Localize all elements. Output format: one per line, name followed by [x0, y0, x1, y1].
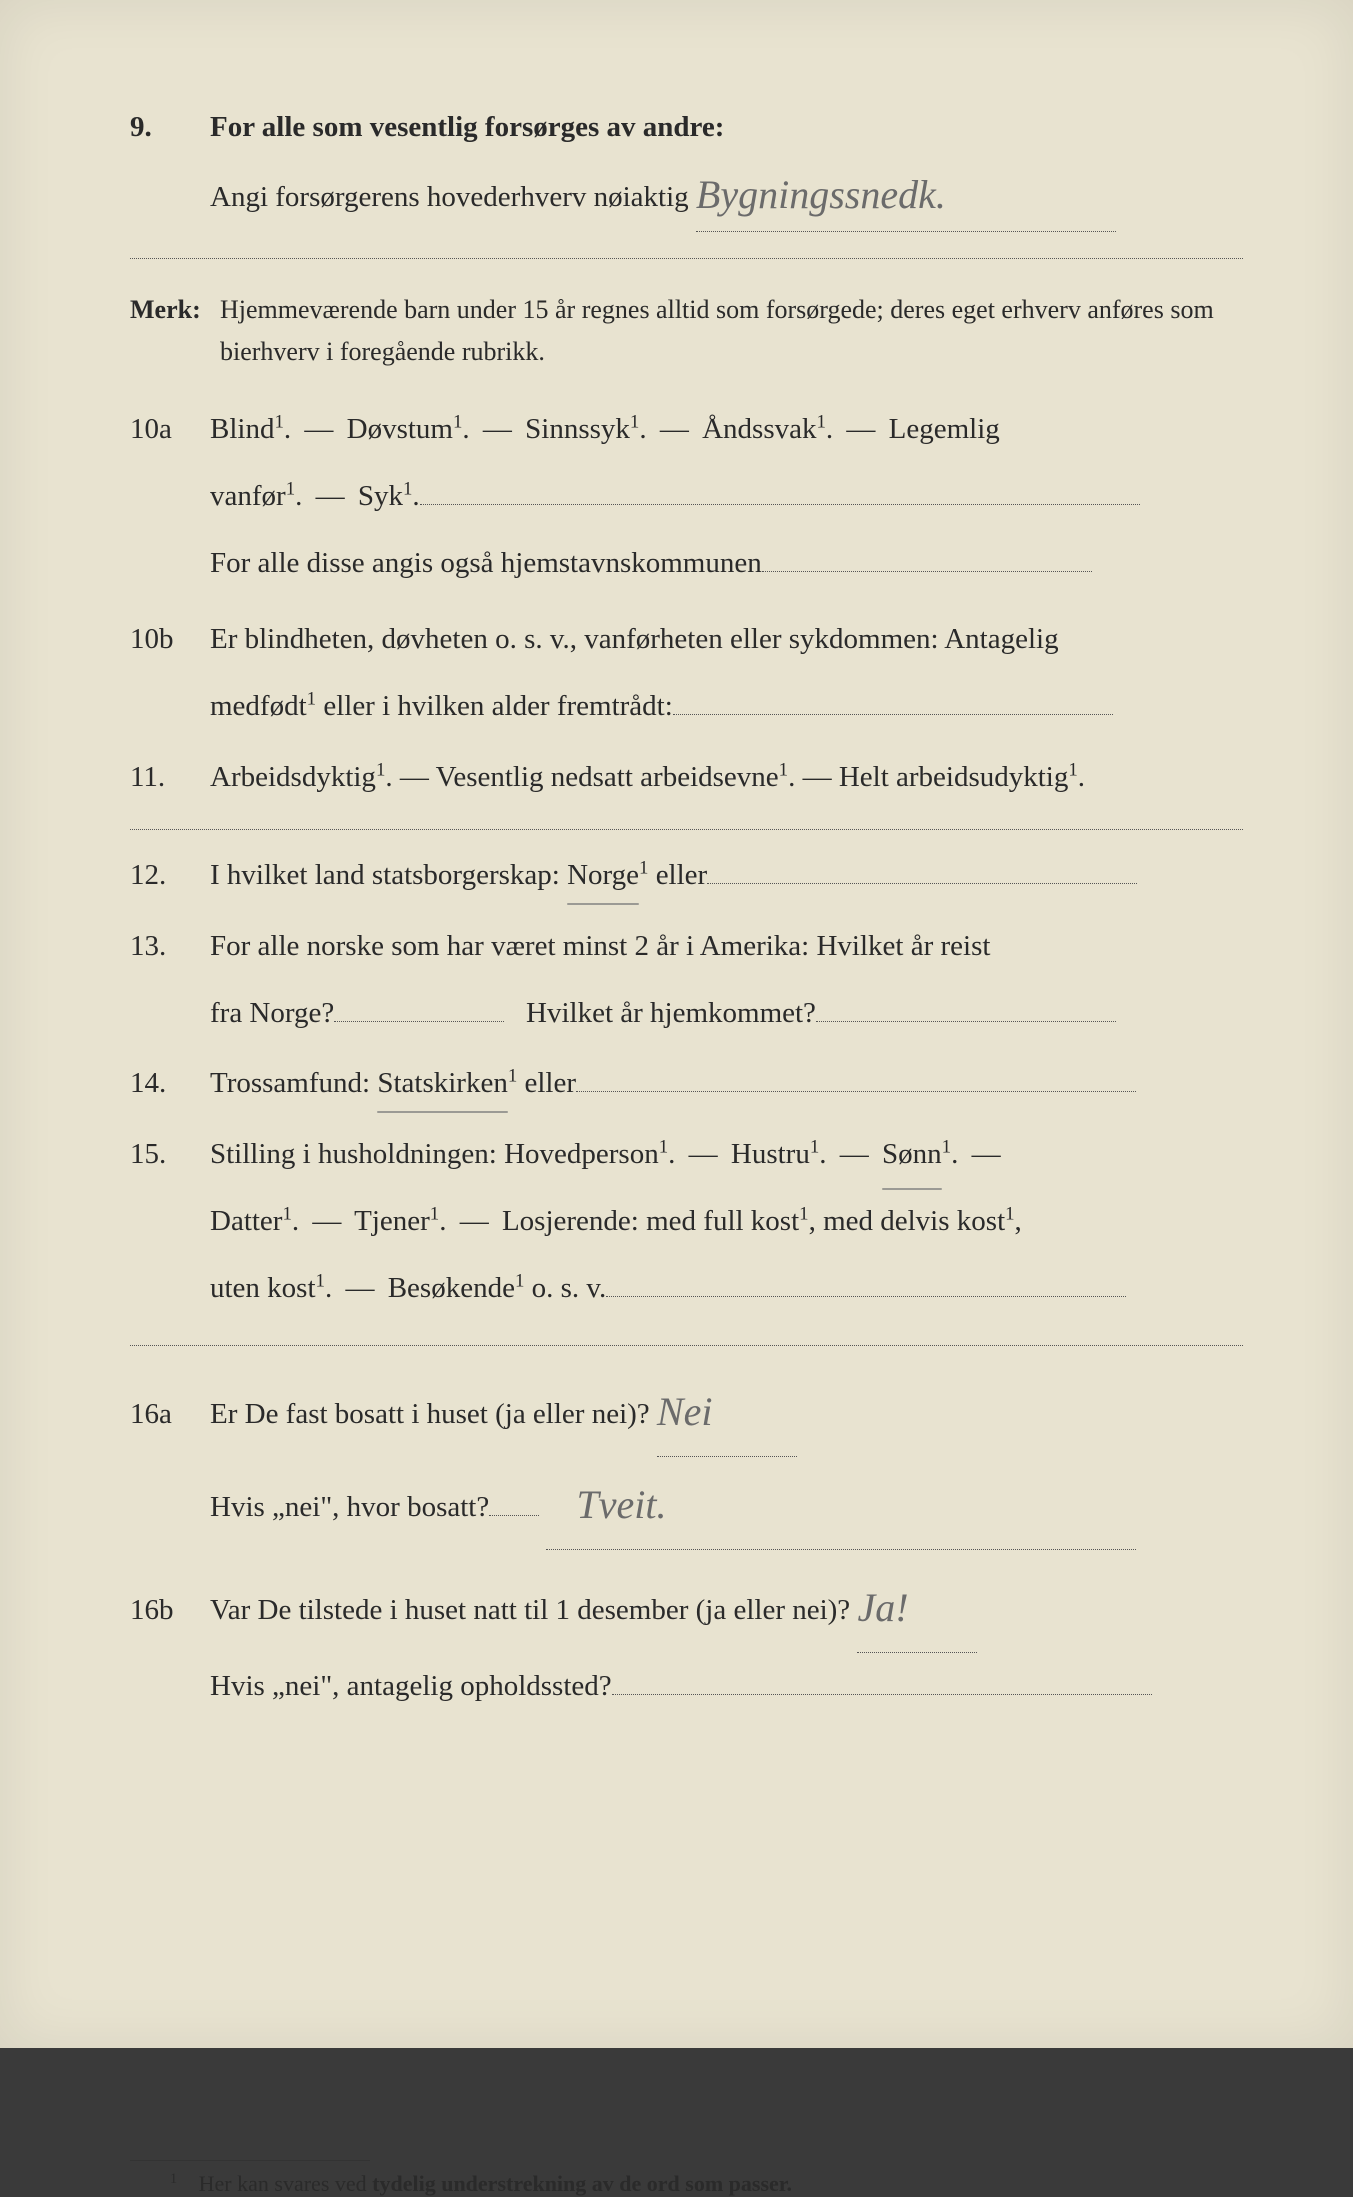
question-11: 11. Arbeidsdyktig1. — Vesentlig nedsatt … [130, 750, 1243, 805]
q15-pre: Stilling i husholdningen: [210, 1138, 504, 1170]
q16a-answer2-field: Tveit. [546, 1457, 1136, 1550]
q13-body: For alle norske som har været minst 2 år… [210, 913, 1243, 1046]
q10a-opt-andssvak: Åndssvak1. [702, 413, 833, 445]
q16b-answer: Ja! [857, 1585, 908, 1630]
merk-label: Merk: [130, 289, 220, 372]
q9-body: For alle som vesentlig forsørges av andr… [210, 100, 1243, 232]
q10b-number: 10b [130, 606, 210, 673]
merk-text: Hjemmeværende barn under 15 år regnes al… [220, 289, 1243, 372]
q15-opt-hustru: Hustru1. [731, 1138, 827, 1170]
question-16b: 16b Var De tilstede i huset natt til 1 d… [130, 1560, 1243, 1720]
question-10a: 10a Blind1. — Døvstum1. — Sinnssyk1. — Å… [130, 396, 1243, 596]
q10a-line2: For alle disse angis også hjemstavnskomm… [210, 547, 762, 579]
q9-answer: Bygningssnedk. [696, 172, 946, 217]
q16a-q: Er De fast bosatt i huset (ja eller nei)… [210, 1398, 650, 1430]
q12-pre: I hvilket land statsborgerskap: [210, 859, 567, 891]
footnote-text-b: tydelig understrekning av de ord som pas… [372, 2171, 792, 2196]
q16a-number: 16a [130, 1381, 210, 1448]
q14-opt-statskirken: Statskirken [377, 1056, 508, 1111]
q14-pre: Trossamfund: [210, 1067, 377, 1099]
question-14: 14. Trossamfund: Statskirken1 eller [130, 1056, 1243, 1111]
q16a-answer2: Tveit. [576, 1482, 666, 1527]
q9-heading: For alle som vesentlig forsørges av andr… [210, 111, 724, 143]
q12-opt-norge: Norge [567, 848, 639, 903]
q15-opt-tjener: Tjener1. [354, 1205, 446, 1237]
q16a-q2: Hvis „nei", hvor bosatt? [210, 1491, 489, 1523]
merk-block: Merk: Hjemmeværende barn under 15 år reg… [130, 289, 1243, 372]
q15-opt-sonn: Sønn [882, 1121, 942, 1188]
q10b-line2b: eller i hvilken alder fremtrådt: [316, 690, 673, 722]
q10a-opt-legemlig: Legemlig [889, 413, 1000, 445]
q10a-opt-syk: Syk1. [358, 480, 420, 512]
q9-number: 9. [130, 100, 210, 155]
question-9: 9. For alle som vesentlig forsørges av a… [130, 100, 1243, 232]
q12-number: 12. [130, 848, 210, 903]
q13-line1: For alle norske som har været minst 2 år… [210, 930, 990, 962]
q16b-q: Var De tilstede i huset natt til 1 desem… [210, 1594, 850, 1626]
divider [130, 1345, 1243, 1346]
q16b-number: 16b [130, 1577, 210, 1644]
question-12: 12. I hvilket land statsborgerskap: Norg… [130, 848, 1243, 903]
q16a-answer: Nei [657, 1389, 713, 1434]
q10a-number: 10a [130, 396, 210, 463]
document-page: 9. For alle som vesentlig forsørges av a… [0, 0, 1353, 2048]
footnote: 1 Her kan svares ved tydelig understrekn… [170, 2171, 1243, 2197]
footnote-rule [130, 2160, 370, 2161]
q10a-opt-dovstum: Døvstum1. [347, 413, 470, 445]
q16a-body: Er De fast bosatt i huset (ja eller nei)… [210, 1364, 1243, 1550]
question-13: 13. For alle norske som har været minst … [130, 913, 1243, 1046]
q16b-answer-field: Ja! [857, 1560, 977, 1653]
q13-number: 13. [130, 913, 210, 980]
question-10b: 10b Er blindheten, døvheten o. s. v., va… [130, 606, 1243, 739]
question-16a: 16a Er De fast bosatt i huset (ja eller … [130, 1364, 1243, 1550]
question-15: 15. Stilling i husholdningen: Hovedperso… [130, 1121, 1243, 1321]
q9-answer-field: Bygningssnedk. [696, 155, 1116, 232]
q10a-opt-blind: Blind1. [210, 413, 291, 445]
q10a-body: Blind1. — Døvstum1. — Sinnssyk1. — Åndss… [210, 396, 1243, 596]
q15-opt-datter: Datter1. [210, 1205, 299, 1237]
q16b-body: Var De tilstede i huset natt til 1 desem… [210, 1560, 1243, 1720]
q10b-line1: Er blindheten, døvheten o. s. v., vanfør… [210, 623, 1059, 655]
footnote-marker: 1 [170, 2171, 177, 2187]
q15-opt-hovedperson: Hovedperson1. [504, 1138, 675, 1170]
q11-opt-1: Arbeidsdyktig1. [210, 761, 393, 793]
q12-body: I hvilket land statsborgerskap: Norge1 e… [210, 848, 1243, 903]
q16a-answer-field: Nei [657, 1364, 797, 1457]
q12-post: eller [656, 859, 708, 891]
q15-number: 15. [130, 1121, 210, 1188]
q13-part-a: fra Norge? [210, 997, 334, 1029]
q15-body: Stilling i husholdningen: Hovedperson1. … [210, 1121, 1243, 1321]
q10a-opt-vanfor: vanfør1. [210, 480, 302, 512]
q10b-line2a: medfødt1 [210, 690, 316, 722]
q11-body: Arbeidsdyktig1. — Vesentlig nedsatt arbe… [210, 750, 1243, 805]
q14-number: 14. [130, 1056, 210, 1111]
divider [130, 258, 1243, 259]
q16b-q2: Hvis „nei", antagelig opholdssted? [210, 1670, 612, 1702]
q13-part-b: Hvilket år hjemkommet? [526, 997, 816, 1029]
q15-opt-losjerende: Losjerende: med full kost1, med delvis k… [502, 1205, 1022, 1237]
q10a-opt-sinnssyk: Sinnssyk1. [525, 413, 646, 445]
q10b-body: Er blindheten, døvheten o. s. v., vanfør… [210, 606, 1243, 739]
q15-opt-uten-kost: uten kost1. [210, 1272, 332, 1304]
q11-opt-3: Helt arbeidsudyktig1. [839, 761, 1085, 793]
q9-line: Angi forsørgerens hovederhverv nøiaktig [210, 181, 689, 213]
q11-number: 11. [130, 750, 210, 805]
q11-opt-2: Vesentlig nedsatt arbeidsevne1. [436, 761, 796, 793]
q15-opt-besokende: Besøkende1 o. s. v. [388, 1272, 607, 1304]
divider [130, 829, 1243, 830]
q14-post: eller [525, 1067, 577, 1099]
footnote-text-a: Her kan svares ved [199, 2171, 373, 2196]
q14-body: Trossamfund: Statskirken1 eller [210, 1056, 1243, 1111]
